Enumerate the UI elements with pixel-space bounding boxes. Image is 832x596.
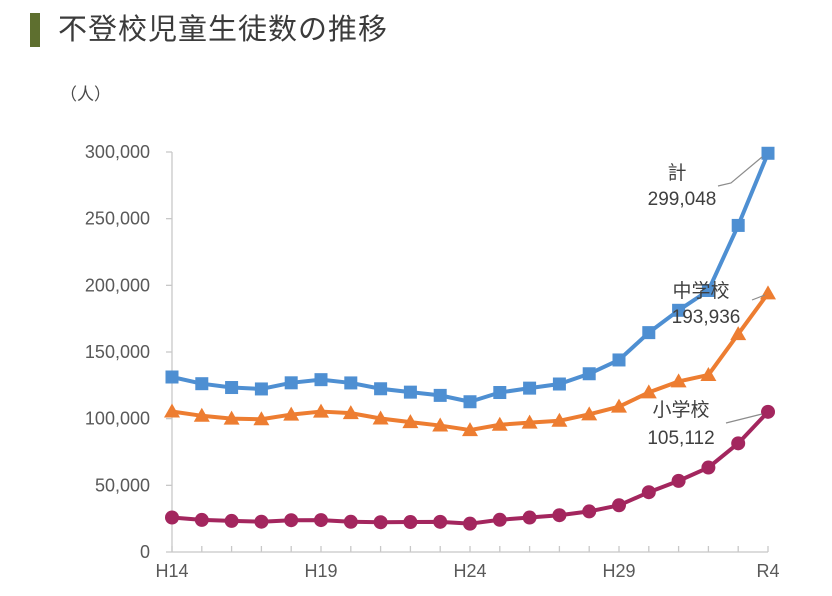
annotation-series-name: 計 (667, 162, 686, 184)
y-axis-tick-label: 200,000 (85, 275, 150, 295)
marker-circle (612, 498, 626, 513)
marker-square (403, 385, 417, 399)
marker-circle (701, 460, 716, 475)
y-axis-unit-label: （人） (60, 85, 111, 104)
series-annotation: 小学校 105,112 (647, 399, 763, 449)
marker-triangle (313, 403, 329, 418)
page-title: 不登校児童生徒数の推移 (58, 14, 389, 46)
title-accent-bar (30, 13, 40, 47)
marker-triangle (640, 384, 657, 399)
marker-circle (254, 514, 269, 529)
series-annotation: 中学校 193,936 (672, 280, 766, 328)
marker-circle (463, 516, 477, 531)
marker-square (254, 382, 268, 396)
marker-square (195, 377, 209, 391)
y-axis-tick-label: 100,000 (85, 409, 150, 429)
marker-square (701, 283, 715, 297)
marker-circle (373, 515, 388, 530)
marker-triangle (402, 414, 419, 429)
marker-square (225, 381, 239, 395)
annotation-series-name: 小学校 (652, 399, 709, 421)
marker-triangle (700, 366, 717, 381)
marker-square (344, 376, 358, 390)
series-annotation: 計 299,048 (648, 156, 763, 210)
marker-triangle (342, 405, 359, 420)
marker-triangle (462, 422, 478, 437)
y-axis-tick-label: 50,000 (95, 475, 150, 495)
series-triangle (164, 285, 776, 437)
x-axis-tick-label: H14 (155, 561, 188, 581)
marker-triangle (491, 416, 508, 431)
marker-square (165, 370, 179, 384)
marker-triangle (551, 412, 568, 427)
annotation-leader-line (717, 156, 763, 187)
marker-square (374, 382, 388, 396)
y-axis-tick-label: 250,000 (85, 209, 150, 229)
marker-triangle (193, 407, 210, 422)
marker-square (552, 377, 566, 391)
marker-triangle (164, 403, 180, 418)
marker-circle (224, 513, 239, 528)
marker-triangle (611, 398, 627, 413)
marker-triangle (730, 326, 747, 341)
y-axis-tick-label: 150,000 (85, 342, 150, 362)
marker-triangle (372, 410, 389, 425)
x-axis-tick-label: H29 (602, 561, 635, 581)
marker-square (642, 326, 656, 340)
marker-triangle (581, 406, 598, 421)
marker-square (612, 353, 626, 367)
marker-square (523, 381, 537, 395)
series-square (165, 146, 775, 409)
marker-circle (761, 404, 775, 419)
marker-circle (194, 512, 209, 527)
marker-triangle (670, 373, 687, 388)
marker-circle (731, 436, 746, 451)
marker-circle (284, 513, 299, 528)
marker-circle (403, 515, 418, 530)
marker-circle (314, 513, 328, 528)
annotation-leader-line (725, 413, 763, 424)
marker-circle (671, 473, 686, 488)
annotation-series-value: 193,936 (672, 307, 741, 328)
y-axis-tick-label: 300,000 (85, 142, 150, 162)
marker-triangle (521, 414, 538, 429)
marker-triangle (223, 410, 240, 425)
marker-square (463, 395, 477, 409)
marker-circle (343, 514, 358, 529)
annotation-series-value: 299,048 (648, 189, 717, 210)
annotation-series-value: 105,112 (647, 428, 714, 449)
marker-circle (433, 514, 448, 529)
marker-triangle (253, 411, 270, 426)
marker-square (314, 373, 328, 387)
marker-square (672, 303, 686, 317)
marker-triangle (432, 417, 449, 432)
marker-square (493, 386, 507, 400)
marker-circle (641, 485, 656, 500)
marker-square (284, 376, 298, 390)
x-axis-tick-label: H24 (453, 561, 486, 581)
marker-circle (492, 512, 507, 527)
x-axis-tick-label: R4 (756, 561, 779, 581)
marker-square (582, 367, 596, 381)
marker-square (761, 146, 775, 160)
marker-circle (552, 508, 567, 523)
marker-circle (165, 510, 179, 525)
marker-triangle (283, 406, 300, 421)
series-circle (165, 404, 775, 531)
x-axis-tick-label: H19 (304, 561, 337, 581)
annotation-leader-line (751, 294, 766, 301)
page-header: 不登校児童生徒数の推移 (30, 12, 388, 48)
axes: 0 50,000 100,000 150,000 200,000 250,000 300,0… (85, 142, 780, 581)
marker-circle (582, 504, 597, 519)
y-axis-tick-label: 0 (140, 542, 150, 562)
marker-square (731, 218, 745, 232)
marker-circle (522, 510, 537, 525)
annotation-series-name: 中学校 (672, 280, 729, 302)
marker-square (433, 388, 447, 402)
marker-triangle (760, 285, 776, 300)
